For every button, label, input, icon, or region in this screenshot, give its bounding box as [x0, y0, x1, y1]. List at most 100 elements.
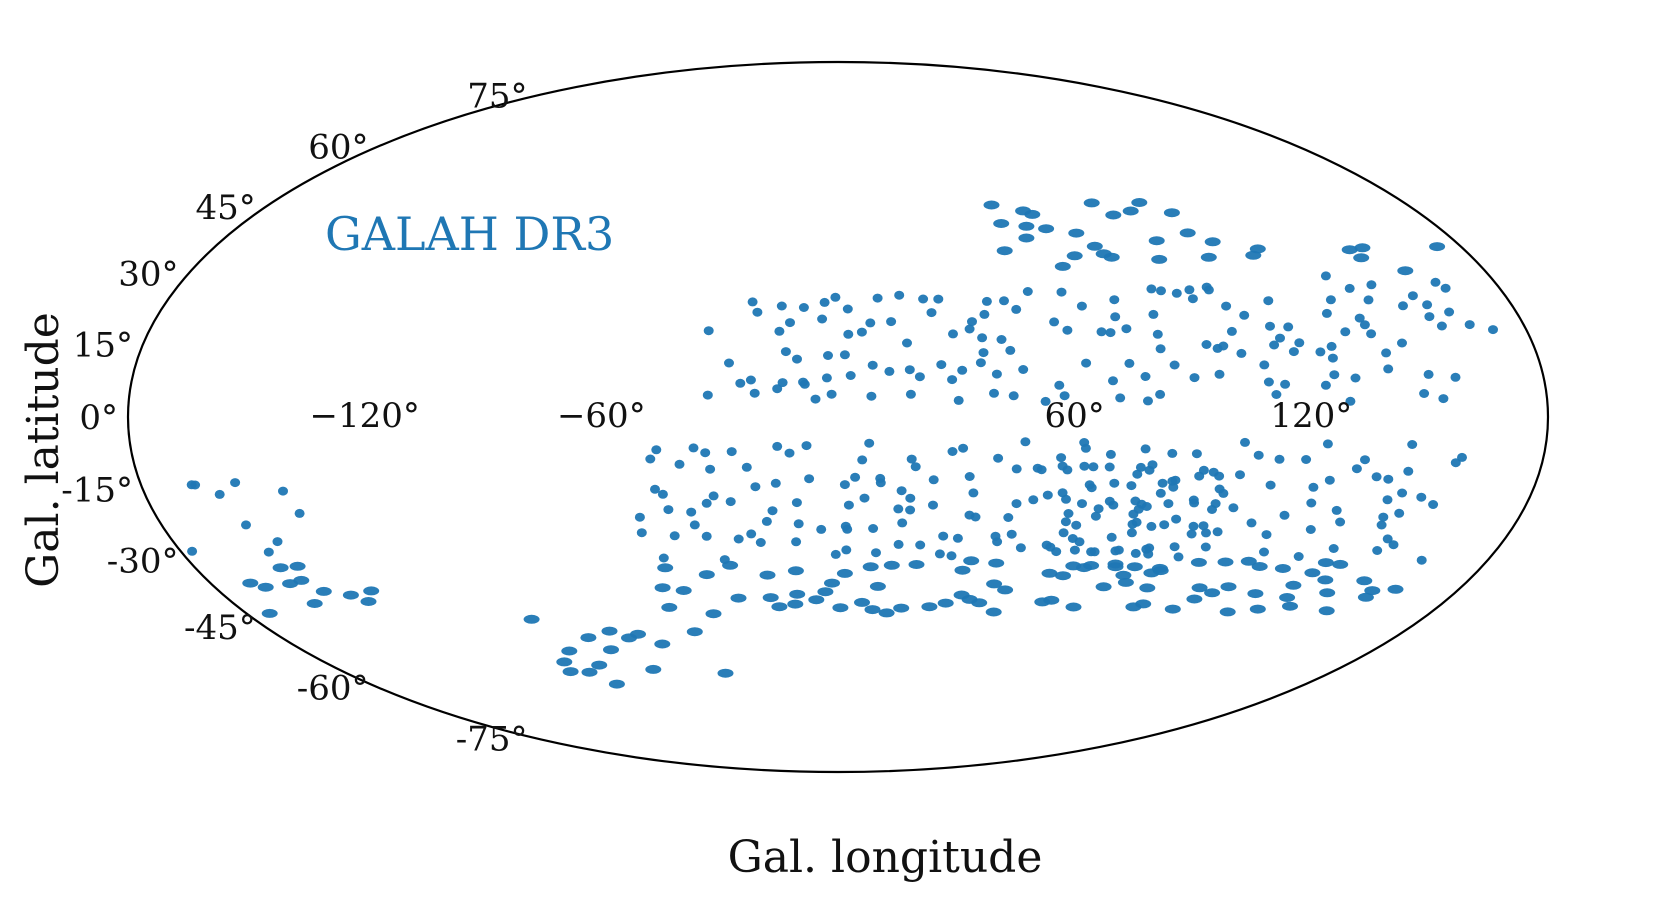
- data-point: [1228, 503, 1239, 513]
- data-point: [645, 664, 662, 674]
- data-point: [964, 472, 975, 481]
- data-point: [657, 563, 674, 573]
- data-point: [1163, 499, 1174, 509]
- data-point: [278, 486, 288, 496]
- data-point: [1372, 546, 1383, 555]
- data-point: [724, 358, 734, 368]
- data-point: [634, 512, 645, 522]
- data-point: [1018, 233, 1035, 243]
- data-point: [1318, 606, 1335, 616]
- data-point: [968, 488, 979, 498]
- data-point: [1204, 237, 1221, 247]
- data-point: [1321, 308, 1332, 318]
- data-point: [798, 303, 809, 312]
- data-point: [854, 597, 870, 607]
- data-point: [1315, 347, 1326, 357]
- y-tick-label: 75°: [467, 76, 527, 116]
- data-point: [1148, 236, 1165, 246]
- data-point: [1130, 496, 1141, 506]
- data-point: [750, 482, 761, 492]
- data-point: [771, 602, 788, 612]
- data-point: [747, 297, 758, 307]
- x-tick-label: −60°: [557, 396, 646, 436]
- data-point: [1139, 583, 1156, 593]
- data-point: [985, 607, 1002, 617]
- data-point: [1115, 570, 1132, 580]
- data-point: [675, 586, 692, 595]
- data-point: [1083, 198, 1100, 208]
- data-point: [1018, 221, 1035, 231]
- data-point: [981, 296, 992, 306]
- data-point: [843, 500, 854, 510]
- data-point: [1271, 390, 1282, 399]
- data-point: [787, 599, 804, 609]
- data-point: [1306, 498, 1317, 508]
- data-point: [1146, 521, 1157, 531]
- data-point: [799, 379, 810, 389]
- data-point: [1381, 348, 1392, 358]
- data-point: [1173, 552, 1184, 562]
- data-point: [1265, 480, 1276, 490]
- data-point: [1275, 333, 1285, 343]
- data-point: [905, 389, 916, 399]
- data-point: [1285, 580, 1302, 590]
- data-point: [1155, 488, 1166, 498]
- data-point: [1263, 377, 1274, 387]
- data-point: [1428, 500, 1439, 509]
- data-point: [1301, 455, 1312, 464]
- data-point: [1382, 534, 1393, 544]
- data-point: [1424, 312, 1435, 322]
- data-point: [1207, 505, 1217, 514]
- data-point: [1117, 577, 1134, 587]
- data-point: [733, 534, 744, 544]
- data-point: [1040, 396, 1051, 406]
- data-point: [832, 603, 849, 613]
- data-point: [698, 570, 715, 580]
- data-point: [1190, 557, 1207, 567]
- data-point: [1059, 391, 1070, 401]
- data-point: [988, 558, 1005, 568]
- data-point: [562, 667, 579, 677]
- data-point: [1095, 582, 1112, 592]
- data-point: [1376, 520, 1387, 530]
- data-point: [996, 335, 1007, 344]
- data-point: [938, 531, 949, 541]
- data-point: [1015, 543, 1026, 553]
- data-point: [1357, 592, 1374, 602]
- data-point: [993, 219, 1010, 228]
- data-point: [1045, 542, 1056, 552]
- data-point: [1143, 396, 1153, 406]
- data-point: [1003, 513, 1014, 522]
- data-point: [971, 598, 988, 608]
- data-point: [1378, 512, 1389, 522]
- data-point: [1236, 348, 1247, 358]
- data-point: [872, 293, 883, 303]
- data-point: [1305, 525, 1316, 534]
- data-point: [918, 294, 929, 304]
- data-point: [601, 626, 618, 636]
- data-point: [1042, 490, 1053, 500]
- data-point: [983, 200, 1000, 210]
- data-point: [1239, 310, 1250, 320]
- data-point: [871, 548, 881, 558]
- data-point: [1383, 364, 1394, 374]
- data-point: [1107, 562, 1124, 572]
- data-point: [856, 327, 867, 337]
- data-point: [1263, 296, 1274, 306]
- data-point: [836, 568, 853, 578]
- data-point: [1146, 284, 1157, 294]
- data-point: [810, 394, 821, 404]
- data-point: [866, 391, 877, 401]
- data-point: [817, 314, 828, 324]
- data-point: [864, 438, 875, 448]
- data-point: [1038, 224, 1055, 234]
- data-point: [1159, 520, 1170, 530]
- data-point: [523, 614, 540, 624]
- data-point: [1079, 461, 1090, 471]
- data-point: [1218, 341, 1229, 351]
- data-point: [1093, 504, 1104, 514]
- data-point: [1382, 495, 1393, 505]
- data-point: [1198, 521, 1209, 531]
- data-point: [1105, 210, 1122, 220]
- data-point: [1429, 242, 1446, 252]
